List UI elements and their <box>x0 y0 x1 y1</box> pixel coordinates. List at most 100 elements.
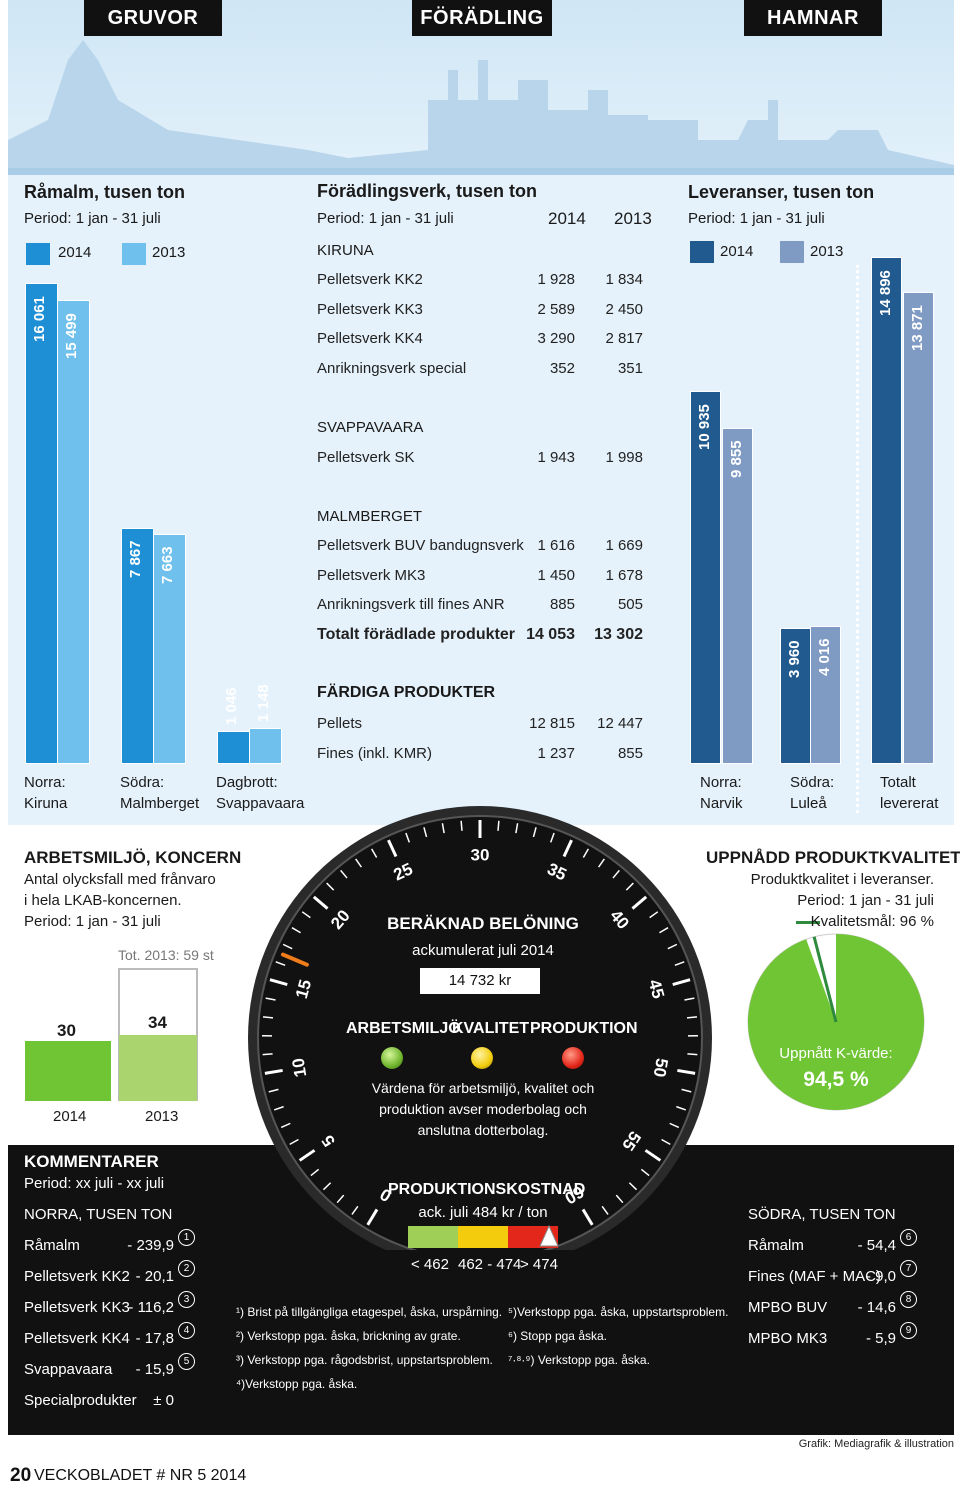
gauge-tick <box>672 978 691 986</box>
sodra-name: Fines (MAF + MAC) <box>748 1268 881 1285</box>
ramalm-norra-label: Norra: Kiruna <box>24 774 68 812</box>
gauge-tick <box>681 1088 692 1093</box>
gauge-tick <box>661 1138 671 1146</box>
cost-l3: > 474 <box>520 1256 558 1273</box>
gauge-tick-label: 15 <box>292 977 315 1000</box>
gauge-tick <box>351 1205 359 1215</box>
norra-name: Pelletsverk KK2 <box>24 1268 130 1285</box>
kommentarer-title: KOMMENTARER <box>24 1152 159 1171</box>
gauge-tick <box>264 1068 283 1075</box>
lev-totalt-label: Totalt levererat <box>880 774 939 812</box>
kiruna-name: Pelletsverk KK4 <box>317 330 423 347</box>
gauge-tick <box>371 848 378 858</box>
kiruna-row: Pelletsverk KK4 3 290 2 817 <box>317 330 657 354</box>
foradling-col-2014: 2014 <box>548 209 586 228</box>
lev-sodra-label: Södra: Luleå <box>790 774 835 812</box>
gauge-tick <box>322 1182 332 1191</box>
gauge-tick <box>562 839 573 858</box>
accidents-label-2013: 34 <box>148 1013 167 1032</box>
gauge-tick <box>649 911 659 919</box>
gauge-tick <box>312 895 329 910</box>
svappavaara-value-2013: 1 998 <box>605 449 643 466</box>
accidents-bar-2014 <box>25 1041 111 1101</box>
gauge-tick <box>460 820 463 831</box>
kiruna-row: Pelletsverk KK3 2 589 2 450 <box>317 301 657 325</box>
foradling-period: Period: 1 jan - 31 juli <box>317 210 454 227</box>
gauge-tick <box>659 927 669 934</box>
lev-bar-2013-2 <box>903 291 934 764</box>
malmberget-name: Totalt förädlade produkter <box>317 625 515 643</box>
gauge-tick <box>298 1149 316 1162</box>
kiruna-value-2014: 2 589 <box>537 300 575 318</box>
gauge-tick <box>405 832 411 843</box>
sodra-note-badge: 6 <box>900 1229 917 1246</box>
sodra-value: - 5,9 <box>865 1330 896 1347</box>
prodkost-sub: ack. juli 484 kr / ton <box>418 1204 548 1221</box>
kvalitet-title: UPPNÅDD PRODUKTKVALITET <box>706 848 960 867</box>
gauge-tick <box>273 1105 284 1111</box>
kiruna-value-2013: 351 <box>617 359 643 377</box>
gauge-tick-label: 10 <box>288 1057 310 1079</box>
leveranser-title: Leveranser, tusen ton <box>688 182 875 202</box>
arbetsmiljo-period: Period: 1 jan - 31 juli <box>24 913 161 930</box>
kiruna-value-2014: 352 <box>549 359 575 377</box>
gauge-tick <box>549 832 555 843</box>
malmberget-value-2014: 1 450 <box>537 566 575 584</box>
malmberget-name: Pelletsverk BUV bandugnsverk <box>317 537 524 554</box>
kiruna-name: Anrikningsverk special <box>317 359 467 377</box>
lamp-yellow <box>471 1047 493 1069</box>
legend-swatch-2013 <box>122 243 146 265</box>
norra-value: - 116,2 <box>128 1299 174 1316</box>
gauge-tick <box>515 823 519 834</box>
gauge-tick <box>269 978 288 986</box>
malmberget-row: Pelletsverk MK3 1 450 1 678 <box>317 567 657 591</box>
gauge-tick <box>355 858 363 868</box>
norra-name: Specialprodukter <box>24 1392 137 1409</box>
svappavaara-name: Pelletsverk SK <box>317 449 415 466</box>
gauge-tick <box>497 820 500 831</box>
gauge-tick-label: 45 <box>645 977 668 1000</box>
fardiga-row: Fines (inkl. KMR) 1 237 855 <box>317 745 657 769</box>
legend-swatch-2014 <box>26 243 50 265</box>
kvalitet-pie <box>747 933 925 1111</box>
arbetsmiljo-total: Tot. 2013: 59 st <box>118 947 214 963</box>
leveranser-period: Period: 1 jan - 31 juli <box>688 210 825 227</box>
group-svappavaara: SVAPPAVAARA <box>317 419 424 436</box>
norra-note-badge: 4 <box>178 1322 195 1339</box>
section-gruvor: GRUVOR <box>84 0 222 36</box>
ramalm-bar-2013-1 <box>153 533 186 764</box>
gauge-tick <box>366 1208 379 1226</box>
gauge-tick <box>340 869 348 879</box>
norra-note-badge: 3 <box>178 1291 195 1308</box>
kiruna-value-2013: 2 450 <box>605 300 643 318</box>
gauge-tick <box>582 848 589 858</box>
norra-value: - 239,9 <box>127 1237 174 1254</box>
fardiga-row: Pellets 12 815 12 447 <box>317 715 657 739</box>
gauge-tick <box>336 1194 345 1204</box>
gauge-title: BERÄKNAD BELÖNING <box>387 914 579 933</box>
gauge-tick <box>532 827 537 838</box>
malmberget-name: Anrikningsverk till fines ANR <box>317 596 505 613</box>
gauge-tick <box>669 1122 680 1129</box>
ramalm-value-2014-1: 7 867 <box>127 540 144 579</box>
ramalm-value-2013-0: 15 499 <box>63 313 80 360</box>
footnote: ⁶) Stopp pga åska. <box>508 1329 607 1343</box>
lev-legend-2013: 2013 <box>810 243 844 260</box>
lev-legend-2014: 2014 <box>720 243 754 260</box>
lev-legend-swatch-2014 <box>690 241 714 263</box>
ramalm-bar-2014-2 <box>217 730 250 764</box>
gauge-tick <box>289 1138 299 1146</box>
accidents-x-2014: 2014 <box>53 1108 87 1125</box>
gauge-tick <box>387 839 398 858</box>
svappavaara-row: Pelletsverk SK 1 943 1 998 <box>317 449 657 473</box>
pie-goal-line <box>812 936 838 1023</box>
norra-name: Råmalm <box>24 1237 80 1254</box>
gauge-tick <box>687 1053 698 1056</box>
sodra-name: Råmalm <box>748 1237 804 1254</box>
malmberget-row: Anrikningsverk till fines ANR 885 505 <box>317 596 657 620</box>
arbetsmiljo-desc1: Antal olycksfall med frånvaro <box>24 871 216 888</box>
gauge-tick-label: 50 <box>650 1057 672 1079</box>
footnote: ¹) Brist på tillgängliga etagespel, åska… <box>236 1305 503 1319</box>
gauge-tick <box>310 1168 320 1177</box>
